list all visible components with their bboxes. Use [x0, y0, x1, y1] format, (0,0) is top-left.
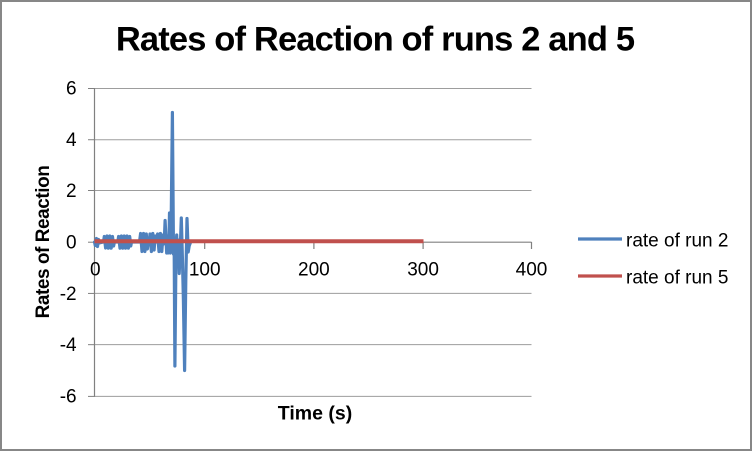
svg-text:6: 6	[66, 79, 77, 100]
svg-text:200: 200	[298, 259, 330, 280]
svg-text:-4: -4	[60, 335, 77, 356]
svg-text:rate of run 2: rate of run 2	[626, 231, 728, 252]
svg-text:100: 100	[189, 259, 221, 280]
svg-text:300: 300	[407, 259, 439, 280]
svg-text:rate of run 5: rate of run 5	[626, 268, 728, 289]
svg-text:0: 0	[66, 233, 77, 254]
svg-text:400: 400	[516, 259, 548, 280]
svg-text:Time (s): Time (s)	[278, 403, 352, 425]
svg-text:2: 2	[66, 181, 77, 202]
svg-text:0: 0	[90, 259, 101, 280]
svg-text:-6: -6	[60, 387, 77, 408]
svg-text:4: 4	[66, 130, 77, 151]
svg-text:Rates of Reaction of runs 2 an: Rates of Reaction of runs 2 and 5	[116, 21, 635, 59]
svg-text:-2: -2	[60, 284, 77, 305]
svg-text:Rates of Reaction: Rates of Reaction	[33, 166, 54, 319]
